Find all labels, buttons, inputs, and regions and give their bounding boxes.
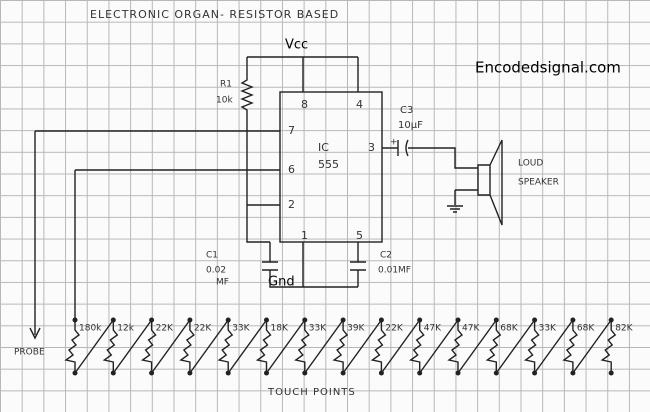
c3-value: 10µF [398, 120, 423, 131]
resistor [64, 320, 81, 373]
c1-value: 0.02 [206, 266, 226, 276]
resistor-label: 82K [615, 324, 633, 334]
wire [380, 319, 421, 374]
wire [74, 319, 114, 374]
wire [342, 319, 382, 374]
resistor-label: 33K [539, 324, 557, 334]
touch-point [302, 317, 308, 323]
resistor [485, 320, 502, 373]
pin: 6 [288, 163, 295, 176]
wire [34, 56, 478, 335]
wire [304, 319, 344, 374]
ic-body [279, 91, 383, 243]
wire [457, 319, 497, 374]
capacitor-plates [262, 139, 463, 271]
speaker-label: LOUD [518, 159, 543, 169]
touch-point [72, 317, 78, 323]
resistor-label: 33K [309, 324, 327, 334]
vcc-label: Vcc [285, 38, 308, 53]
touch-point [264, 317, 269, 323]
pin: 8 [301, 98, 308, 111]
touch-point [417, 317, 423, 323]
resistor-label: 22K [156, 324, 174, 334]
wire [265, 319, 306, 374]
ic-name: IC [318, 141, 329, 154]
resistor-label: 12k [117, 324, 134, 334]
c1-name: C1 [206, 251, 218, 261]
resistor [523, 320, 540, 373]
touch-point [187, 317, 193, 323]
resistor-label: 33K [232, 324, 250, 334]
probe-arrow [29, 327, 41, 340]
speaker-symbol [477, 139, 503, 226]
touch-point [493, 317, 499, 323]
touch-point [455, 317, 461, 323]
resistor-label: 22K [385, 324, 403, 334]
c2-value: 0.01MF [378, 266, 411, 276]
touch-point [149, 317, 155, 323]
pin: 1 [301, 229, 308, 242]
touch-points-label: TOUCH POINTS [267, 387, 356, 398]
touch-point [225, 317, 231, 323]
resistor [409, 320, 425, 373]
pin: 3 [368, 141, 375, 154]
resistor [447, 320, 464, 373]
c1-unit: MF [216, 278, 229, 288]
c2-name: C2 [380, 251, 392, 261]
wire [419, 319, 459, 374]
wire [534, 319, 574, 374]
resistor-label: 47K [462, 324, 480, 334]
pin: 7 [288, 124, 295, 137]
touch-point [570, 317, 576, 323]
resistor [562, 320, 578, 373]
touch-point [378, 317, 384, 323]
ic-number: 555 [318, 158, 339, 171]
touch-point [608, 370, 614, 376]
resistor [179, 320, 195, 373]
resistor [140, 320, 157, 373]
watermark: Encodedsignal.com [475, 59, 621, 77]
pin: 2 [288, 198, 295, 211]
resistor-label: 22K [194, 324, 212, 334]
wire [112, 319, 153, 374]
title: ELECTRONIC ORGAN- RESISTOR BASED [90, 8, 339, 21]
resistor [102, 320, 119, 373]
wire [572, 319, 612, 374]
wire [189, 319, 229, 374]
wires [29, 56, 503, 340]
resistor-label: 68K [500, 324, 518, 334]
r1-value: 10k [216, 96, 233, 106]
resistor [217, 320, 234, 373]
resistor [370, 320, 387, 373]
pin: 4 [356, 98, 363, 111]
resistor-label: 18K [271, 324, 289, 334]
pin: 5 [356, 229, 363, 242]
touch-point [608, 317, 614, 323]
resistor [332, 320, 349, 373]
resistor-label: 180k [79, 324, 102, 334]
touch-point [532, 317, 538, 323]
wire [227, 319, 268, 374]
touch-point [110, 317, 116, 323]
c3-polarity: + [390, 138, 398, 148]
speaker-label: SPEAKER [518, 178, 559, 188]
touch-point [340, 317, 346, 323]
resistor [600, 320, 617, 373]
gnd-label: Gnd [268, 275, 295, 290]
resistor [294, 320, 310, 373]
resistor-label: 68K [577, 324, 595, 334]
c3-name: C3 [400, 105, 413, 116]
wire [495, 319, 536, 374]
resistor [255, 320, 272, 373]
probe-label: PROBE [14, 348, 45, 358]
resistor-label: 39K [347, 324, 365, 334]
wire [151, 319, 191, 374]
r1-name: R1 [220, 80, 232, 90]
resistor-label: 47K [424, 324, 442, 334]
